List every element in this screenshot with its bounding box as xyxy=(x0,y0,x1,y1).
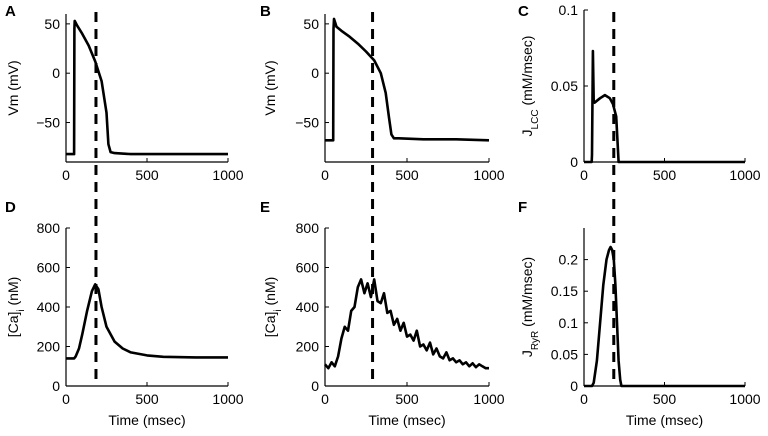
series-line xyxy=(66,19,228,156)
x-tick-label: 1000 xyxy=(473,167,504,183)
chart-panel-c: C 0 500 1000 0 0.05 0.1 JLCC (mM/msec) xyxy=(518,2,761,183)
series-line xyxy=(66,283,228,360)
x-tick-label: 1000 xyxy=(212,167,243,183)
y-tick-label: 0.1 xyxy=(559,315,579,331)
y-tick-label: −50 xyxy=(36,115,60,131)
panel-letter: C xyxy=(518,3,529,20)
panel-letter: B xyxy=(260,3,271,20)
panel-letter: E xyxy=(260,199,270,216)
chart-panel-b: B 0 500 1000 −50 0 50 Vm (mV) xyxy=(260,3,505,183)
x-tick-label: 0 xyxy=(321,391,329,407)
y-tick-label: 800 xyxy=(296,220,320,236)
series-line xyxy=(584,245,745,388)
chart-panel-e: E 0 500 1000 0 200 400 600 800 [Ca]i (nM) Time (ms… xyxy=(260,199,505,428)
y-tick-label: 0.05 xyxy=(551,78,578,94)
y-axis-label: Vm (mV) xyxy=(5,60,21,115)
y-tick-label: 0 xyxy=(311,378,319,394)
y-tick-label: 0.2 xyxy=(559,252,579,268)
x-tick-label: 0 xyxy=(580,391,588,407)
x-tick-label: 1000 xyxy=(473,391,504,407)
x-tick-label: 500 xyxy=(135,391,159,407)
y-tick-label: −50 xyxy=(295,115,319,131)
y-tick-label: 0 xyxy=(570,378,578,394)
chart-panel-a: A 0 500 1000 −50 0 50 Vm (mV) xyxy=(5,3,244,183)
y-axis-label: Vm (mV) xyxy=(262,60,278,115)
y-tick-label: 400 xyxy=(37,299,61,315)
x-tick-label: 0 xyxy=(321,167,329,183)
panel-letter: D xyxy=(5,199,16,216)
x-axis-label: Time (msec) xyxy=(368,412,445,428)
y-axis-label: [Ca]i (nM) xyxy=(262,277,284,338)
x-tick-label: 500 xyxy=(653,391,677,407)
y-axis-label: JLCC (mM/msec) xyxy=(519,36,541,137)
y-tick-label: 0.15 xyxy=(551,283,578,299)
panel-letter: A xyxy=(5,3,16,20)
x-tick-label: 0 xyxy=(580,167,588,183)
y-tick-label: 0 xyxy=(311,65,319,81)
y-tick-label: 200 xyxy=(296,339,320,355)
y-axis-label: JRyR (mM/msec) xyxy=(519,257,541,357)
x-tick-label: 500 xyxy=(135,167,159,183)
series-line xyxy=(584,49,745,164)
x-tick-label: 1000 xyxy=(729,391,760,407)
x-tick-label: 0 xyxy=(62,167,70,183)
series-line xyxy=(324,278,489,370)
x-tick-label: 1000 xyxy=(729,167,760,183)
series-line xyxy=(325,17,490,142)
chart-panel-d: D 0 500 1000 0 200 400 600 800 [Ca]i (nM) Time (ms… xyxy=(5,199,244,428)
x-axis-label: Time (msec) xyxy=(108,412,185,428)
y-tick-label: 600 xyxy=(296,260,320,276)
y-tick-label: 800 xyxy=(37,220,61,236)
panel-letter: F xyxy=(518,199,527,216)
x-tick-label: 500 xyxy=(395,167,419,183)
chart-panel-f: F 0 500 1000 0 0.05 0.1 0.15 0.2 JRyR (mM/msec) Ti… xyxy=(518,199,761,428)
y-tick-label: 600 xyxy=(37,260,61,276)
y-tick-label: 0 xyxy=(52,65,60,81)
x-axis-label: Time (msec) xyxy=(626,412,703,428)
y-tick-label: 0.05 xyxy=(551,346,578,362)
x-tick-label: 0 xyxy=(62,391,70,407)
x-tick-label: 1000 xyxy=(212,391,243,407)
y-axis-label: [Ca]i (nM) xyxy=(5,277,27,338)
x-tick-label: 500 xyxy=(395,391,419,407)
y-tick-label: 0 xyxy=(52,378,60,394)
x-tick-label: 500 xyxy=(653,167,677,183)
y-tick-label: 50 xyxy=(44,16,60,32)
y-tick-label: 400 xyxy=(296,299,320,315)
y-tick-label: 0 xyxy=(570,154,578,170)
y-tick-label: 50 xyxy=(303,16,319,32)
y-tick-label: 200 xyxy=(37,339,61,355)
y-tick-label: 0.1 xyxy=(559,2,579,18)
